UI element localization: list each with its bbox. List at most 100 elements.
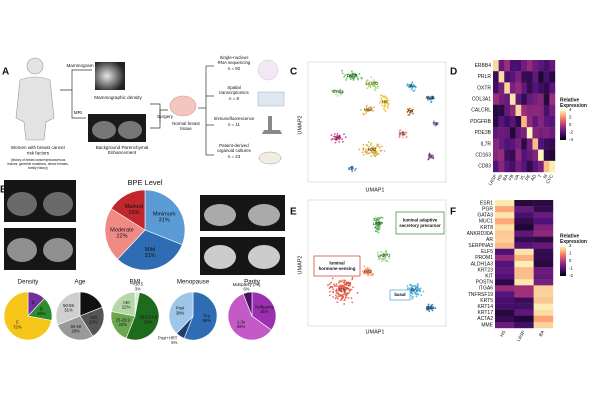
heat-cell (495, 321, 515, 329)
umap-point (361, 151, 364, 154)
heat-cell (495, 236, 515, 243)
heat-cell (538, 82, 544, 94)
slice-name: >30 (123, 300, 131, 305)
panel-letter: E (290, 207, 297, 218)
umap-point (408, 287, 411, 290)
umap-point (379, 100, 382, 103)
gene-label: CD83 (478, 164, 491, 170)
umap-point (364, 109, 367, 112)
umap-point (338, 135, 341, 138)
umap-point (384, 259, 387, 262)
method-name: RNA sequencing (218, 60, 251, 65)
slice-name: >18.5 (132, 282, 143, 287)
heat-cell (533, 236, 554, 243)
legend-tick: 4 (569, 107, 572, 112)
heat-cell (514, 218, 534, 225)
gene-label: SERPINA3 (468, 243, 493, 249)
gene-label: MME (481, 322, 493, 328)
annotation-box (395, 211, 445, 235)
umap-point (416, 285, 419, 288)
heat-cell (504, 160, 511, 173)
legend-tick: -1 (569, 266, 573, 271)
heat-cell (538, 116, 544, 128)
umap-point (363, 265, 366, 268)
column-label: CYC (545, 173, 555, 184)
heat-cell (495, 309, 515, 317)
column-label: FB (507, 174, 514, 182)
cluster-label: M (428, 153, 432, 158)
heat-cell (533, 248, 554, 256)
umap-point (350, 297, 353, 300)
umap-point (338, 281, 340, 284)
note: family history) (28, 166, 48, 170)
umap-point (377, 221, 380, 224)
umap-point (373, 219, 376, 221)
umap-point (371, 151, 374, 154)
umap-point (373, 217, 376, 220)
heat-cell (495, 254, 515, 262)
umap-point (428, 156, 431, 159)
heat-cell (521, 71, 528, 83)
heat-cell (495, 279, 515, 286)
heat-cell (543, 60, 550, 72)
umap-point (430, 304, 433, 307)
method-icons (257, 59, 285, 165)
heat-cell (509, 149, 516, 161)
slice-label: 28% (72, 329, 81, 334)
umap-point (381, 94, 383, 97)
umap-point (340, 284, 343, 287)
umap-point (370, 155, 373, 158)
umap-point (334, 138, 337, 141)
umap-point (415, 295, 418, 298)
umap-point (332, 290, 335, 293)
umap-point (328, 287, 331, 290)
heat-cell (498, 127, 505, 139)
heat-cell (509, 93, 516, 105)
umap-point (343, 281, 345, 284)
umap-point (367, 141, 370, 144)
slice-name: <40 (90, 315, 98, 320)
umap-point (368, 145, 370, 148)
umap-point (376, 87, 379, 90)
heat-cell (514, 267, 534, 274)
heat-cell (533, 303, 554, 310)
panel-letter: C (290, 67, 297, 78)
umap-point (339, 88, 342, 91)
heat-cell (514, 254, 534, 262)
woman-silhouette (15, 57, 55, 141)
cluster-label: FB (399, 131, 405, 136)
method-name: transcriptomics (219, 90, 249, 95)
cluster-label: VA (335, 135, 340, 140)
annotation: hormone-sensing (319, 266, 356, 271)
heat-cell (495, 206, 515, 213)
umap-point (364, 148, 367, 151)
heat-cell (521, 82, 528, 94)
heat-cell (532, 149, 539, 161)
heat-cell (504, 82, 511, 94)
umap-point (350, 70, 353, 73)
umap-point (343, 133, 345, 135)
heat-cell (515, 116, 522, 128)
heat-cell (533, 309, 554, 317)
heat-cell (498, 71, 505, 83)
heat-cell (515, 82, 522, 94)
heat-cell (504, 127, 511, 139)
umap-point (387, 102, 390, 105)
umap-point (351, 170, 354, 173)
umap-point (375, 154, 378, 157)
heat-cell (493, 149, 499, 161)
umap-point (364, 151, 367, 153)
slice-label: 35% (260, 309, 269, 314)
umap-point (411, 81, 414, 83)
umap-point (375, 230, 378, 233)
umap-point (406, 84, 408, 87)
umap-point (365, 152, 368, 155)
gene-label: ITGA6 (479, 286, 494, 292)
umap-point (422, 290, 425, 293)
umap-point (384, 100, 386, 103)
umap-point (411, 298, 413, 300)
heat-cell (533, 273, 554, 280)
slice-label: 19% (84, 304, 93, 309)
heat-cell (493, 71, 499, 83)
umap-point (340, 297, 343, 300)
